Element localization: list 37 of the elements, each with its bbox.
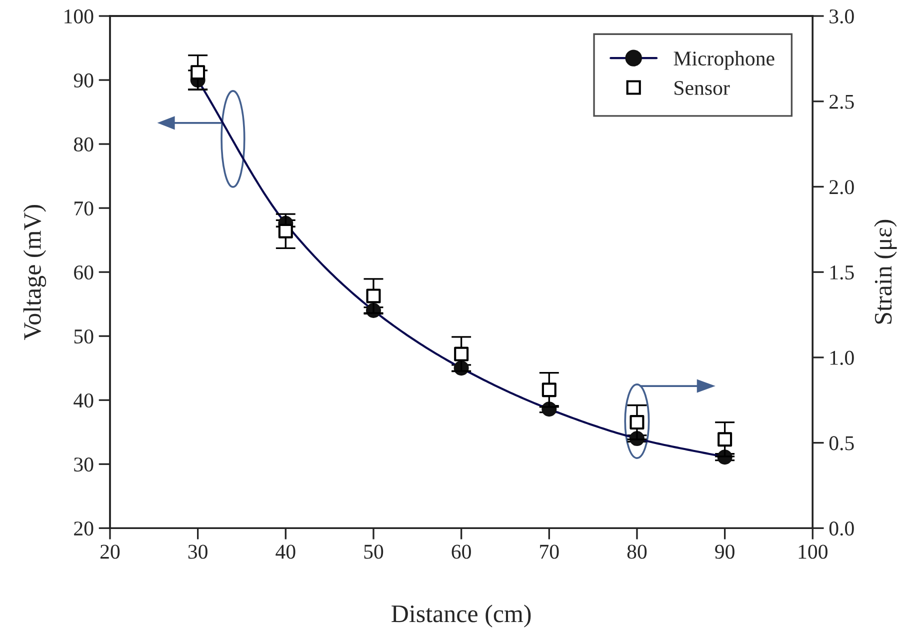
- x-tick-label: 40: [276, 544, 296, 559]
- y-tick-label: 30: [74, 458, 94, 472]
- y2-axis-title: Strain (με): [874, 220, 897, 324]
- y-tick-label: 20: [74, 522, 94, 536]
- x-tick-label: 80: [627, 544, 647, 559]
- y2-tick-label: 0.0: [829, 522, 854, 536]
- y-tick-label: 40: [74, 393, 94, 408]
- y-tick-label: 100: [64, 9, 94, 24]
- y-tick-label: 90: [74, 73, 94, 88]
- y2-tick-label: 3.0: [830, 9, 854, 24]
- point: [718, 432, 732, 447]
- x-tick-label: 70: [540, 544, 559, 559]
- point: [542, 382, 556, 398]
- point: [454, 346, 469, 362]
- y2-tick-label: 1.0: [830, 350, 854, 365]
- y2-tick-label: 2.5: [830, 94, 854, 109]
- x-tick-label: 90: [715, 544, 734, 559]
- legend-label: Sensor: [674, 81, 730, 96]
- x-tick-label: 20: [100, 544, 120, 559]
- x-tick-label: 60: [452, 544, 471, 559]
- x-tick-label: 50: [364, 544, 384, 559]
- legend-label: Microphone: [674, 50, 774, 70]
- x-tick-label: 100: [798, 544, 828, 559]
- y-tick-label: 50: [74, 329, 94, 344]
- y2-tick-label: 1.5: [830, 266, 854, 280]
- y-tick-label: 70: [74, 201, 94, 216]
- point: [190, 65, 206, 80]
- point: [278, 224, 293, 238]
- y-axis-title: Voltage (mV): [23, 205, 46, 340]
- y2-tick-label: 2.0: [830, 180, 854, 194]
- point: [366, 288, 381, 304]
- y2-tick-label: 0.5: [829, 436, 854, 450]
- point: [630, 415, 644, 430]
- x-axis-title: Distance (cm): [392, 604, 531, 628]
- x-tick-label: 30: [188, 544, 208, 559]
- y-tick-label: 80: [74, 137, 94, 152]
- y-tick-label: 60: [74, 265, 94, 280]
